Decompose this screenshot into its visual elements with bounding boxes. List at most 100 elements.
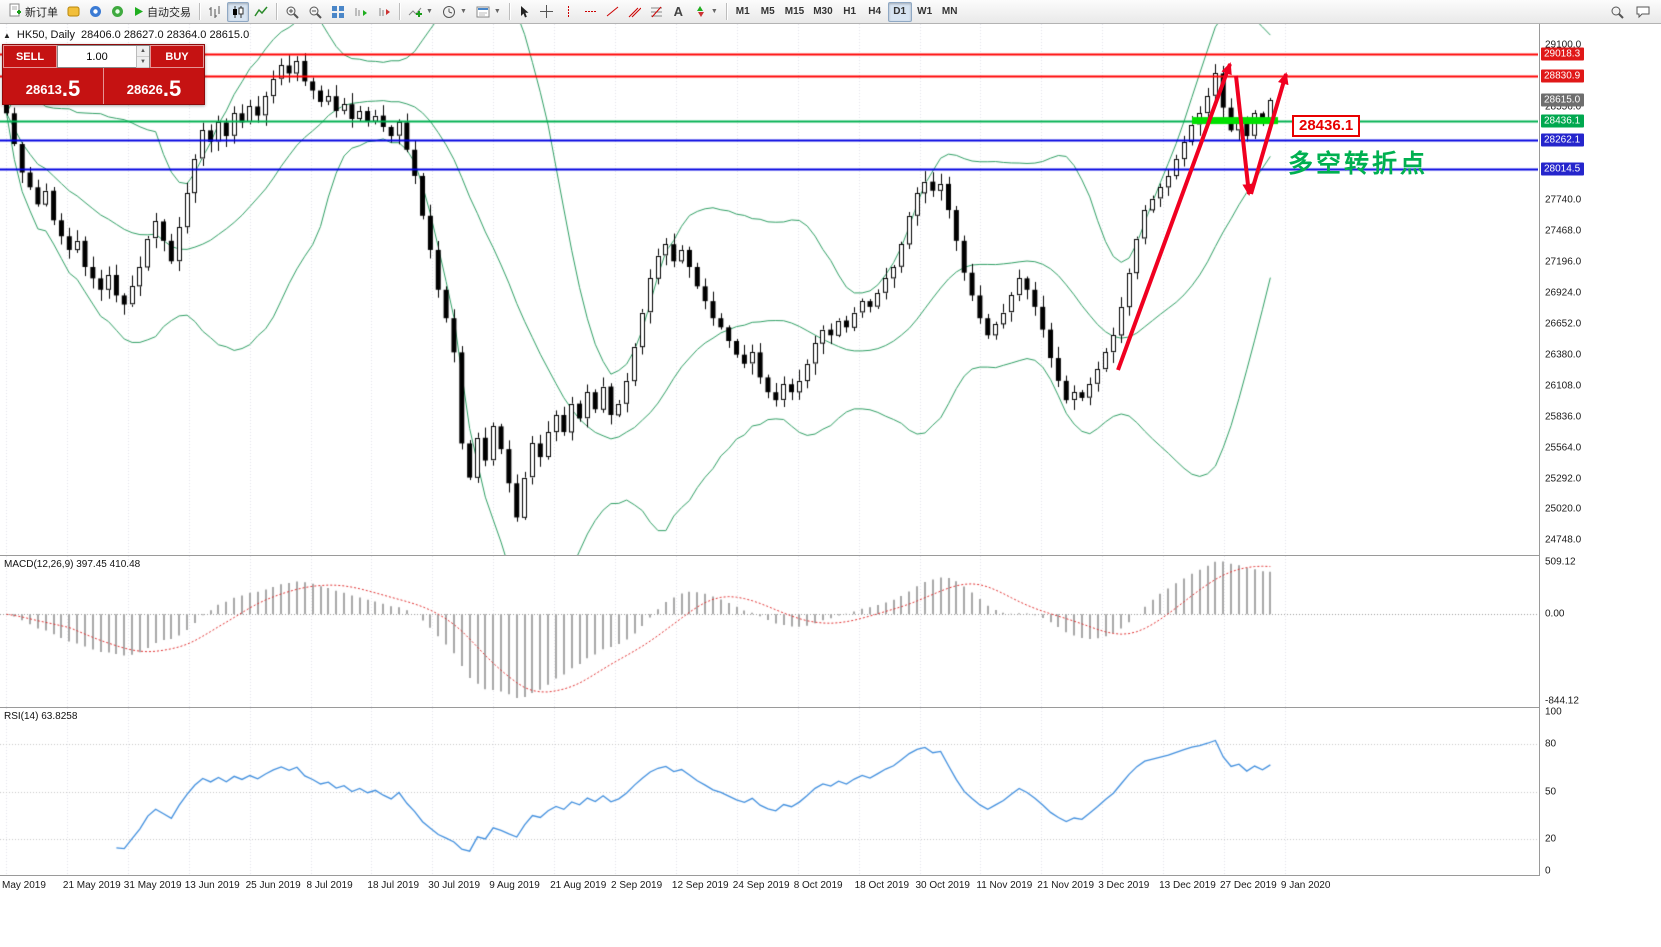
search-icon [1611,6,1624,19]
timeframe-m30-button[interactable]: M30 [813,6,833,17]
price-level-label[interactable]: 28436.1 [1292,115,1361,137]
line-chart-button[interactable] [250,2,272,22]
templates-icon [476,6,490,17]
volume-up-icon[interactable]: ▲ [137,45,149,57]
search-button[interactable] [1606,2,1628,22]
price-marker-box: 28830.9 [1541,69,1585,83]
panel-divider[interactable] [0,554,1539,557]
panel-divider[interactable] [0,706,1539,709]
price-tick-label: 27196.0 [1545,256,1582,268]
timeframe-h1-button[interactable]: H1 [843,6,857,17]
text-tool-icon: A [673,4,683,19]
tile-windows-button[interactable] [327,2,349,22]
arrows-tool-button[interactable]: ▼ [690,2,722,22]
price-tick-label: 26924.0 [1545,287,1582,299]
price-tick-label: 28556.0 [1545,101,1582,113]
candlestick-chart-canvas[interactable] [0,24,1538,555]
date-label: 8 Oct 2019 [793,880,843,891]
horizontal-line-button[interactable] [580,2,601,22]
timeframe-d1-button[interactable]: D1 [887,1,912,22]
vertical-line-button[interactable] [558,2,579,22]
toolbar-right-group [1606,0,1655,24]
volume-input[interactable] [58,50,136,63]
vertical-line-icon [567,6,569,17]
indicators-button[interactable]: ▼ [404,2,437,22]
zoom-out-button[interactable] [304,2,326,22]
toolbar-separator [276,3,277,20]
fibonacci-button[interactable] [646,2,667,22]
macd-chart-canvas[interactable] [0,556,1538,707]
sell-price-display[interactable]: 28613.5 [3,68,104,104]
price-tick-label: 25836.0 [1545,411,1582,423]
macd-tick-label: -844.12 [1545,695,1579,707]
price-scale[interactable]: 29100.028828.028556.028284.028012.027740… [1539,24,1661,877]
periods-icon [442,5,455,18]
indicators-icon [408,7,422,17]
chart-shift-icon [379,7,390,16]
macd-tick-label: 0.00 [1545,608,1565,620]
autotrading-button[interactable]: 自动交易 [129,2,195,22]
chart-shift-button[interactable] [373,2,395,22]
autotrading-play-icon [135,7,143,16]
market-button[interactable] [63,2,84,22]
annotation-note-text[interactable]: 多空转折点 [1288,150,1429,178]
candlestick-chart-icon [233,5,244,18]
volume-down-icon[interactable]: ▼ [137,56,149,68]
timeframe-m1-button[interactable]: M1 [735,6,750,17]
crosshair-icon [539,5,553,18]
panel-divider[interactable] [0,874,1539,877]
bar-chart-button[interactable] [204,2,226,22]
date-label: 3 Dec 2019 [1098,880,1150,891]
date-label: 2 Sep 2019 [611,880,663,891]
dropdown-caret-icon: ▼ [493,8,501,15]
timeframe-m5-button[interactable]: M5 [760,6,775,17]
channel-button[interactable] [624,2,645,22]
periods-button[interactable]: ▼ [438,2,471,22]
new-order-icon [8,3,22,20]
trendline-button[interactable] [602,2,623,22]
rsi-tick-label: 50 [1545,786,1557,797]
timeframe-mn-button[interactable]: MN [941,6,958,17]
rsi-panel: RSI(14) 63.8258 [0,708,1539,876]
buy-price-display[interactable]: 28626.5 [104,68,204,104]
cursor-icon [520,6,529,18]
zoom-out-icon [309,6,322,19]
auto-scroll-button[interactable] [350,2,372,22]
candlestick-chart-button[interactable] [227,1,249,22]
buy-button[interactable]: BUY [150,45,204,68]
one-click-trading-widget: SELL ▲ ▼ BUY 28613.5 28626.5 [2,44,205,105]
date-label: 13 Dec 2019 [1159,880,1216,891]
text-tool-button[interactable]: A [668,2,689,22]
chart-expand-icon[interactable]: ▲ [3,30,11,40]
zoom-in-button[interactable] [281,2,303,22]
macd-tick-label: 509.12 [1545,556,1576,568]
date-label: 30 Jul 2019 [428,880,481,891]
channel-icon [628,7,641,18]
fibonacci-icon [650,6,662,18]
dropdown-caret-icon: ▼ [710,8,718,15]
crosshair-button[interactable] [536,2,557,22]
sell-button[interactable]: SELL [3,45,57,68]
chat-button[interactable] [1632,2,1655,22]
price-tick-label: 24748.0 [1545,534,1582,546]
community-button[interactable] [85,2,106,22]
news-button[interactable] [107,2,128,22]
timeframe-w1-button[interactable]: W1 [917,6,933,17]
timeframe-m15-button[interactable]: M15 [784,6,805,17]
date-label: 21 May 2019 [62,880,121,891]
templates-button[interactable]: ▼ [472,2,505,22]
toolbar-separator [199,3,200,20]
new-order-label: 新订单 [25,6,58,19]
rsi-chart-canvas[interactable] [0,708,1538,875]
macd-header: MACD(12,26,9) 397.45 410.48 [4,559,141,570]
time-axis[interactable]: May 2019 21 May 2019 31 May 2019 13 Jun 201… [0,876,1539,896]
timeframe-h4-button[interactable]: H4 [868,6,882,17]
price-tick-label: 27740.0 [1545,194,1582,206]
date-label: 30 Oct 2019 [915,880,970,891]
new-order-button[interactable]: 新订单 [4,2,62,22]
date-label: May 2019 [2,880,46,891]
cursor-button[interactable] [514,2,535,22]
rsi-tick-label: 100 [1545,706,1562,718]
tile-windows-icon [332,5,344,18]
